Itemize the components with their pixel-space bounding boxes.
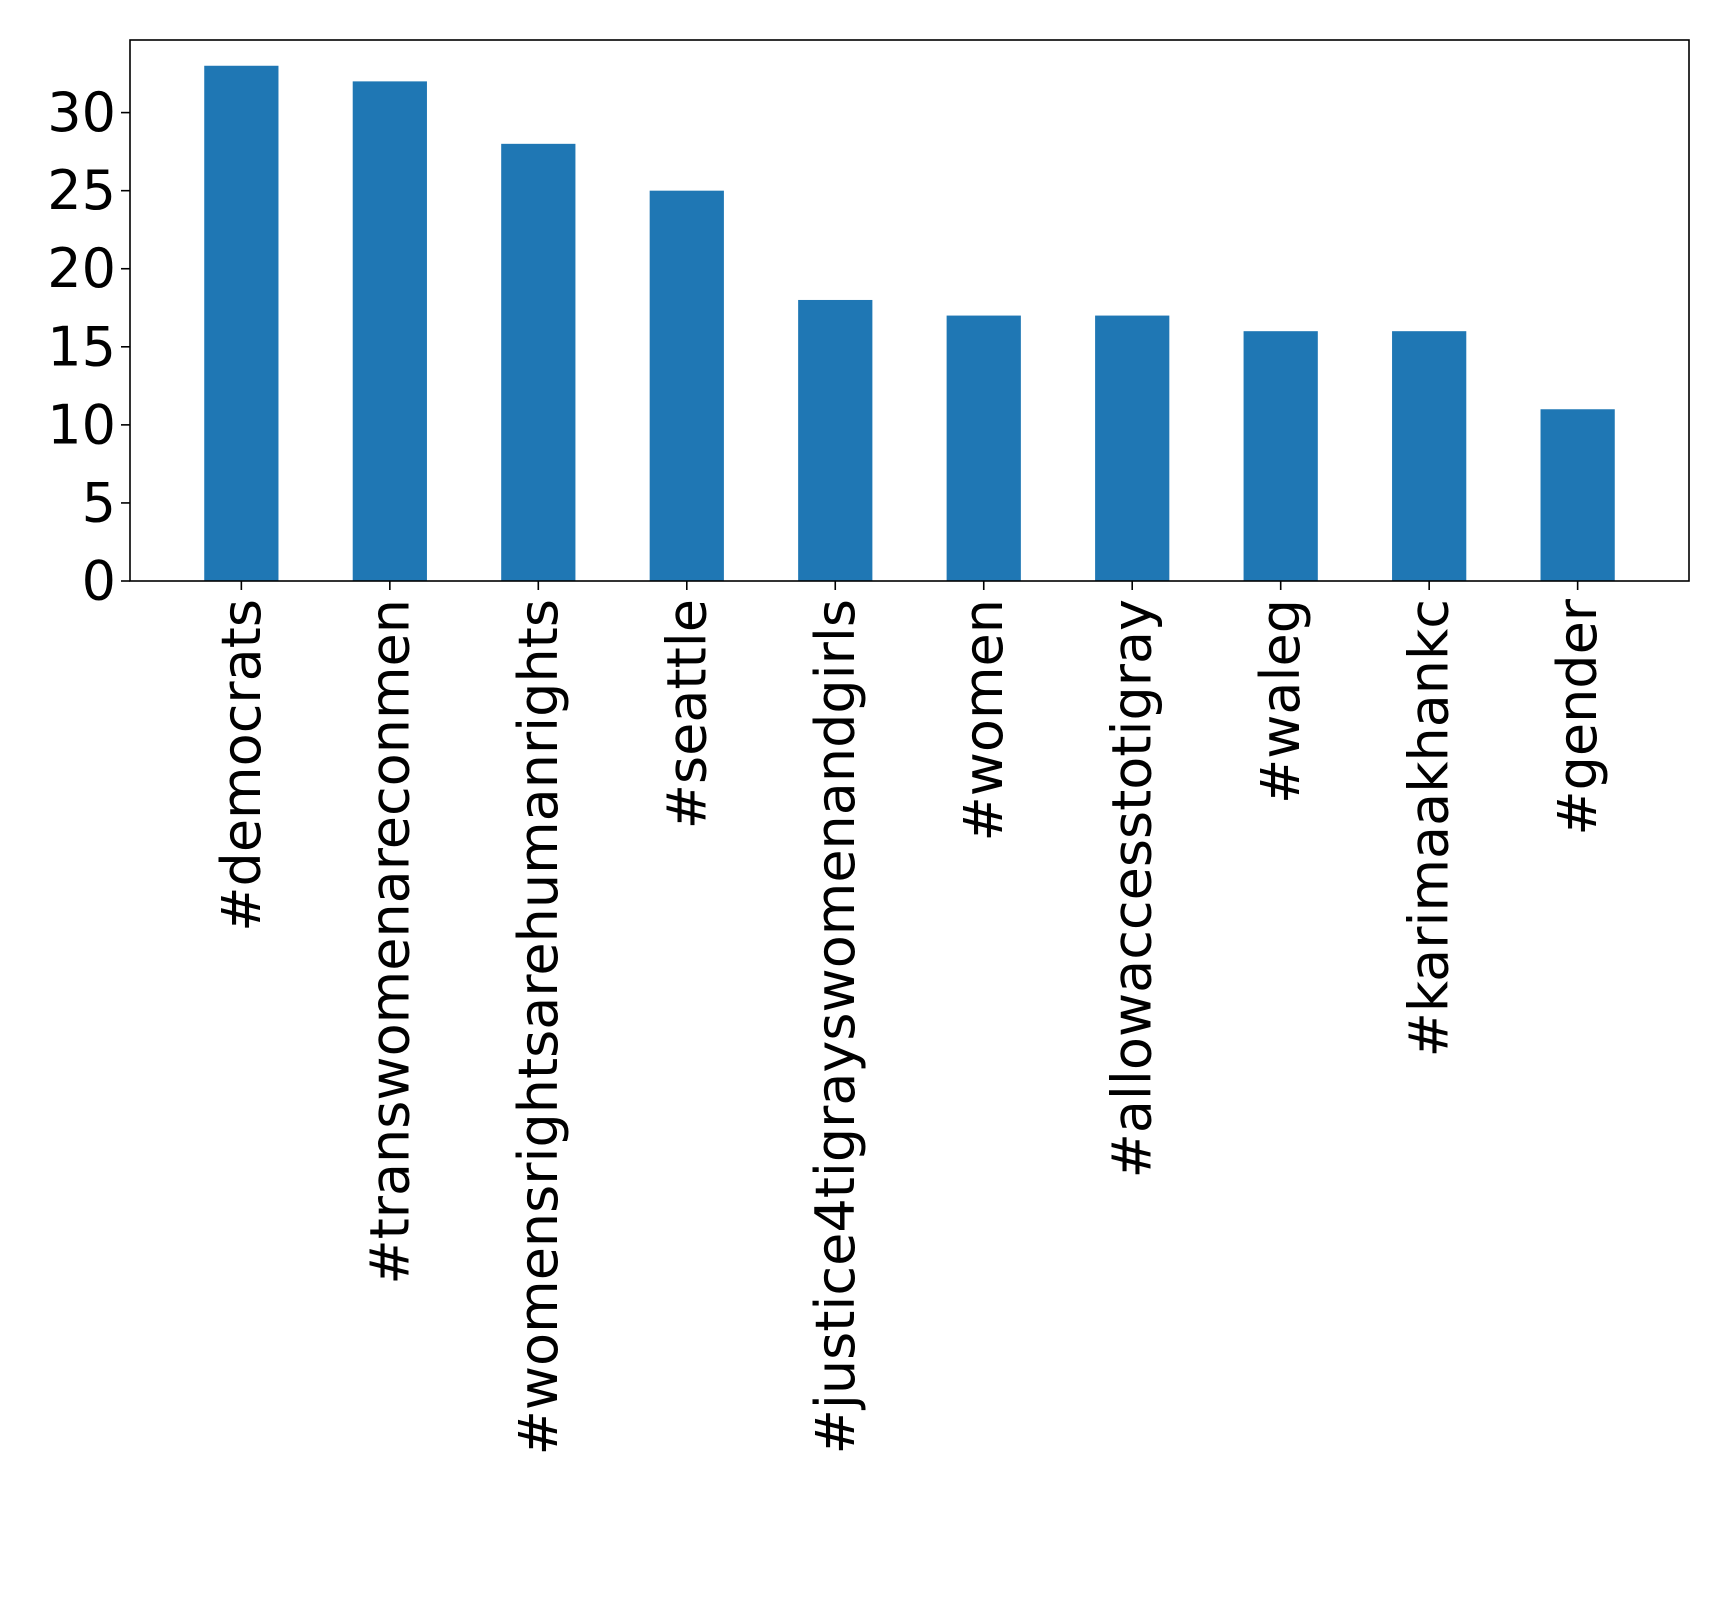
bar [649, 190, 724, 582]
axes-frame [129, 39, 1690, 582]
bar [1095, 315, 1170, 581]
y-tick-label: 5 [82, 471, 116, 534]
y-tick-label: 25 [47, 159, 116, 222]
x-tick-label: #seattle [655, 599, 718, 829]
y-axis: 0 5 10 15 20 25 30 [47, 81, 130, 613]
bar [946, 315, 1021, 581]
x-tick-label: #justice4tigrayswomenandgirls [804, 599, 867, 1454]
bar [352, 81, 427, 581]
x-tick-label: #waleg [1249, 599, 1312, 804]
bar [1243, 331, 1318, 581]
x-tick-label: #allowaccesstotigray [1101, 599, 1164, 1178]
bar [204, 65, 279, 581]
x-tick-label: #democrats [210, 599, 273, 932]
y-tick-label: 20 [47, 237, 116, 300]
bar [1392, 331, 1467, 581]
bar [1540, 409, 1615, 581]
bar [798, 299, 873, 581]
y-tick-label: 10 [47, 393, 116, 456]
y-tick-label: 0 [82, 550, 116, 613]
x-tick-label: #transwomenareconmen [358, 599, 421, 1285]
y-tick-label: 30 [47, 81, 116, 144]
x-tick-label: #womensrightsarehumanrights [507, 599, 570, 1455]
x-tick-label: #women [952, 599, 1015, 842]
x-tick-label: #karimaakhankc [1398, 599, 1461, 1057]
y-tick-label: 15 [47, 315, 116, 378]
x-tick-label: #gender [1546, 598, 1609, 835]
bars-group [204, 65, 1615, 582]
x-axis: #democrats #transwomenareconmen #womensrig… [210, 581, 1609, 1455]
bar [501, 143, 576, 581]
